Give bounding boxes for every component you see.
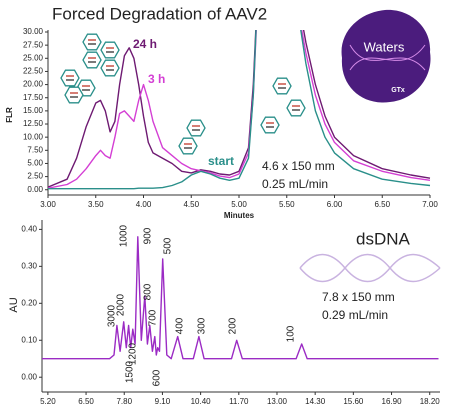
peak-label: 300 — [197, 317, 208, 334]
x-tick-label: 6.50 — [78, 397, 94, 406]
y-tick-label: 0.40 — [21, 225, 37, 234]
y-tick-label: 10.00 — [23, 132, 44, 141]
x-tick-label: 9.10 — [155, 397, 171, 406]
annotation: 4.6 x 150 mm — [262, 159, 335, 173]
y-axis-label: AU — [8, 297, 20, 312]
peak-label: 100 — [286, 325, 297, 342]
peak-label: 700 — [148, 309, 159, 326]
peak-label: 400 — [175, 317, 186, 334]
y-tick-label: 17.50 — [23, 93, 44, 102]
peak-label: 500 — [163, 237, 174, 254]
x-tick-label: 16.90 — [382, 397, 403, 406]
series-label: dsDNA — [356, 229, 411, 248]
chart-title: Forced Degradation of AAV2 — [52, 4, 267, 23]
y-tick-label: 5.00 — [27, 159, 43, 168]
y-tick-label: 27.50 — [23, 40, 44, 49]
series-label: 3 h — [148, 72, 165, 86]
plot-area — [42, 236, 439, 360]
y-tick-label: 15.00 — [23, 106, 44, 115]
peak-label: 1200 — [128, 342, 139, 365]
peak-label: 800 — [143, 283, 154, 300]
x-tick-label: 4.50 — [183, 200, 199, 209]
peak-label: 2000 — [116, 293, 127, 316]
x-axis-label: Minutes — [224, 211, 255, 220]
x-tick-label: 15.60 — [343, 397, 364, 406]
y-tick-label: 0.20 — [21, 298, 37, 307]
x-tick-label: 3.00 — [40, 200, 56, 209]
peak-label: 200 — [228, 317, 239, 334]
x-tick-label: 10.40 — [191, 397, 212, 406]
line-series — [42, 236, 439, 360]
x-tick-label: 7.80 — [116, 397, 132, 406]
logo — [341, 9, 431, 103]
line-series — [48, 30, 431, 189]
y-tick-label: 30.00 — [23, 27, 44, 36]
series-label: 24 h — [133, 37, 157, 51]
y-tick-label: 25.00 — [23, 53, 44, 62]
y-tick-label: 0.30 — [21, 261, 37, 270]
x-tick-label: 5.50 — [279, 200, 295, 209]
peak-label: 1500 — [125, 360, 136, 383]
logo-text: GTx — [391, 87, 405, 94]
x-tick-label: 7.00 — [422, 200, 438, 209]
logo-text: Waters — [364, 39, 405, 54]
y-axis-label: FLR — [5, 107, 14, 123]
line-series — [48, 30, 431, 188]
x-tick-label: 3.50 — [88, 200, 104, 209]
x-tick-label: 4.00 — [136, 200, 152, 209]
dna-helix — [299, 253, 441, 283]
peak-label: 3000 — [107, 304, 118, 327]
plot-area — [48, 30, 431, 190]
annotation: 0.29 mL/min — [322, 308, 388, 322]
x-tick-label: 6.00 — [327, 200, 343, 209]
y-tick-label: 22.50 — [23, 67, 44, 76]
x-tick-label: 5.00 — [231, 200, 247, 209]
y-tick-label: 0.00 — [27, 185, 43, 194]
peak-label: 600 — [152, 369, 163, 386]
annotation: 7.8 x 150 mm — [322, 290, 395, 304]
x-tick-label: 6.50 — [374, 200, 390, 209]
x-tick-label: 11.70 — [229, 397, 249, 406]
x-tick-label: 5.20 — [40, 397, 56, 406]
peak-label: 900 — [143, 227, 154, 244]
y-tick-label: 12.50 — [23, 119, 44, 128]
y-tick-label: 20.00 — [23, 80, 44, 89]
line-series — [48, 30, 431, 190]
x-tick-label: 13.00 — [267, 397, 288, 406]
annotation: 0.25 mL/min — [262, 177, 328, 191]
hexagon-icons — [60, 33, 306, 155]
peak-label: 1000 — [119, 224, 130, 247]
x-tick-label: 14.30 — [305, 397, 326, 406]
y-tick-label: 0.00 — [21, 372, 37, 381]
y-tick-label: 2.50 — [27, 172, 43, 181]
x-tick-label: 18.20 — [420, 397, 441, 406]
y-tick-label: 0.10 — [21, 335, 37, 344]
y-tick-label: 7.50 — [27, 145, 43, 154]
series-label: start — [208, 154, 234, 168]
